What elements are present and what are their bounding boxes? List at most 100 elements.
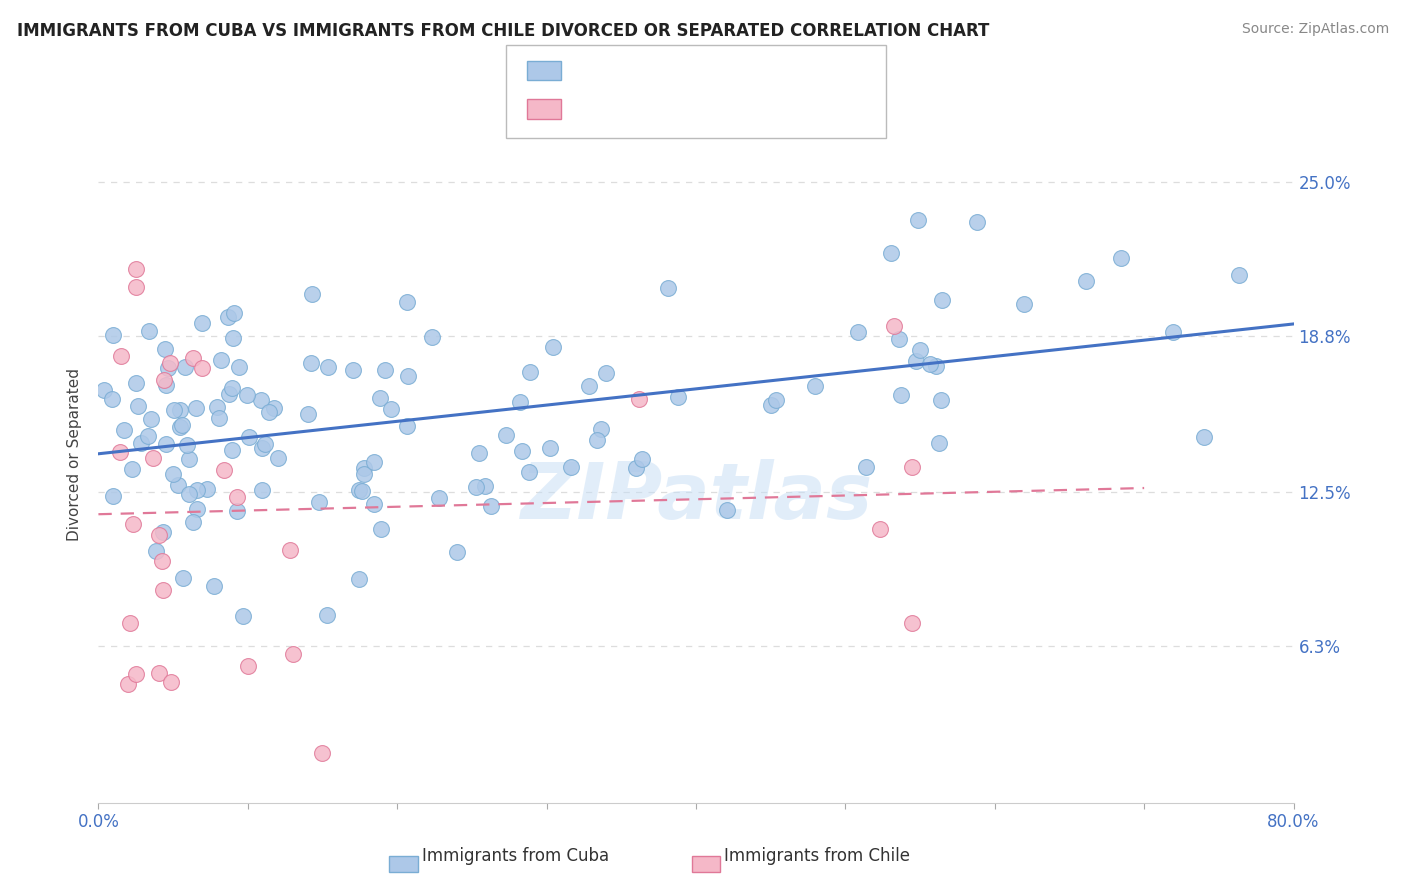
Point (900, 616, 922, 631)
Point (222, 331, 245, 345)
Point (890, 388, 912, 402)
Point (250, 392, 273, 407)
Point (363, 497, 385, 511)
Point (177, 487, 200, 501)
Point (374, 363, 396, 377)
Point (342, 363, 364, 377)
Point (495, 427, 517, 442)
Point (929, 392, 952, 407)
Point (464, 480, 486, 494)
Point (380, 401, 402, 416)
Point (543, 341, 565, 355)
Point (628, 392, 651, 407)
Point (846, 325, 869, 339)
Text: 29: 29 (710, 98, 733, 116)
Point (172, 572, 194, 586)
Point (631, 451, 654, 466)
Point (347, 483, 370, 498)
Point (595, 366, 617, 380)
Point (446, 545, 468, 559)
Point (257, 404, 280, 418)
Point (155, 378, 177, 392)
Text: Source: ZipAtlas.com: Source: ZipAtlas.com (1241, 22, 1389, 37)
Point (145, 543, 167, 558)
Point (110, 445, 132, 459)
Point (1192, 430, 1215, 444)
Point (224, 306, 246, 320)
Point (127, 399, 149, 413)
Point (311, 746, 333, 760)
Point (100, 392, 122, 407)
Point (138, 324, 160, 338)
Point (159, 674, 181, 689)
Point (195, 482, 218, 496)
Point (396, 295, 419, 310)
Point (153, 343, 176, 357)
Point (125, 666, 148, 681)
Point (928, 436, 950, 450)
Text: N =: N = (671, 98, 710, 116)
Point (177, 452, 200, 467)
Point (181, 351, 204, 365)
Point (125, 376, 148, 391)
Point (591, 421, 613, 435)
Point (148, 527, 170, 541)
Point (347, 573, 370, 587)
Point (803, 379, 825, 393)
Point (538, 442, 561, 456)
Point (316, 607, 339, 622)
Point (156, 361, 179, 376)
Point (254, 437, 277, 451)
Point (1227, 268, 1250, 282)
Text: 0.050: 0.050 (609, 98, 659, 116)
Point (1012, 297, 1035, 311)
Y-axis label: Divorced or Separated: Divorced or Separated (67, 368, 83, 541)
Point (186, 502, 208, 516)
Point (204, 579, 226, 593)
Point (217, 310, 239, 325)
Point (931, 293, 953, 307)
Point (353, 467, 375, 482)
Text: R =: R = (569, 60, 609, 78)
Point (363, 455, 385, 469)
Text: R =: R = (569, 98, 609, 116)
Point (626, 460, 648, 475)
Point (181, 515, 204, 529)
Point (887, 332, 910, 346)
Text: Immigrants from Chile: Immigrants from Chile (724, 847, 910, 865)
Point (910, 343, 932, 358)
Point (228, 359, 250, 374)
Point (150, 554, 173, 568)
Point (370, 522, 392, 536)
Point (353, 460, 375, 475)
Point (155, 436, 177, 450)
Point (112, 423, 135, 437)
Point (162, 467, 184, 481)
Point (103, 489, 125, 503)
Point (166, 477, 188, 491)
Point (190, 316, 212, 330)
Text: 0.442: 0.442 (609, 60, 661, 78)
Point (159, 356, 181, 370)
Point (236, 659, 259, 673)
Point (169, 403, 191, 417)
Point (308, 495, 330, 509)
Point (759, 398, 782, 412)
Point (250, 441, 273, 455)
Point (422, 330, 444, 344)
Point (1074, 274, 1097, 288)
Point (212, 463, 235, 477)
Point (101, 328, 124, 343)
Point (966, 214, 988, 228)
Point (468, 445, 491, 459)
Point (905, 353, 928, 368)
Point (225, 504, 247, 518)
Point (221, 443, 243, 458)
Point (1109, 251, 1132, 265)
Point (657, 281, 679, 295)
Point (139, 411, 162, 425)
Point (855, 460, 877, 475)
Point (883, 318, 905, 333)
Point (316, 360, 339, 375)
Point (121, 461, 143, 475)
